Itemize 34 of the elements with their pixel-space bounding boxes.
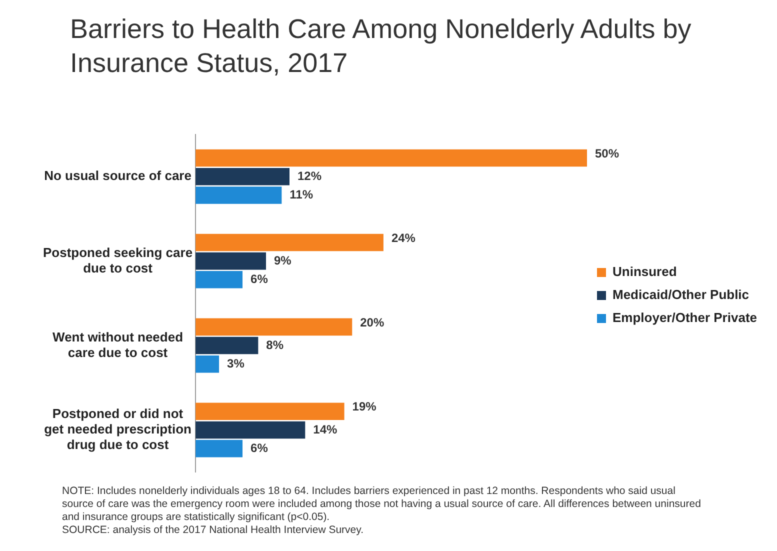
data-label: 20%	[360, 315, 384, 330]
y-tick-label: Went without needed care due to cost	[52, 329, 184, 360]
legend-label: Uninsured	[612, 264, 677, 280]
data-label: 9%	[274, 253, 292, 268]
y-tick-label: Postponed seeking care due to cost	[42, 244, 193, 276]
data-label: 8%	[266, 338, 284, 352]
bar	[196, 402, 344, 420]
chart-title: Barriers to Health Care Among Nonelderly Adults by Insurance Status, 2017	[70, 13, 692, 80]
data-label: 11%	[290, 188, 314, 202]
bar	[196, 336, 258, 354]
y-tick-label: No usual source of care	[44, 168, 192, 184]
source-note: SOURCE: analysis of the 2017 National Health Interview Survey.	[62, 524, 365, 537]
legend-label: Employer/Other Private	[612, 310, 757, 326]
data-label: 19%	[352, 400, 377, 414]
data-label: 12%	[298, 168, 322, 183]
bar	[196, 186, 282, 204]
data-label: 14%	[313, 422, 338, 436]
bar	[196, 168, 290, 186]
data-label: 6%	[250, 272, 268, 286]
bar	[196, 252, 266, 270]
bar	[196, 421, 306, 439]
text: NOTE: Includes nonelderly individuals ages 18 to 64. Includes barriers experienced in past 12 months. Respondents who said usual source of care was the emergency room were included among those not having a usual source of care. All differences between uninsured and insurance groups are statistically significant (p<0.05).	[62, 485, 702, 524]
legend-label: Medicaid/Other Public	[612, 287, 750, 302]
y-tick-label: Postponed or did not get needed prescription drug due to cost	[44, 406, 192, 452]
bar	[196, 440, 243, 458]
bar	[196, 318, 352, 336]
bar	[196, 234, 384, 252]
data-label: 6%	[250, 440, 268, 455]
data-label: 50%	[595, 146, 620, 160]
data-label: 24%	[391, 230, 416, 245]
bar	[196, 149, 587, 167]
bar	[196, 271, 243, 288]
data-label: 3%	[227, 356, 245, 370]
bar	[196, 355, 220, 373]
